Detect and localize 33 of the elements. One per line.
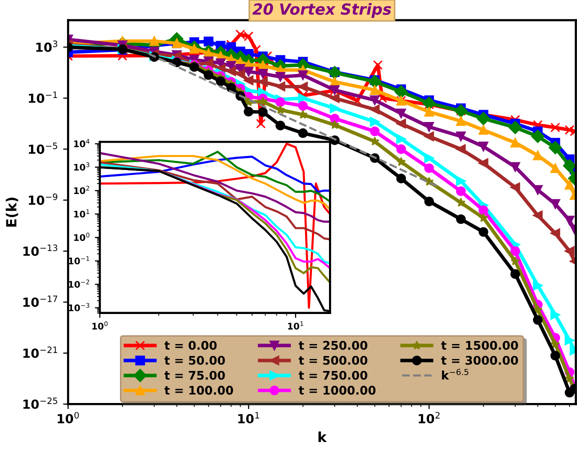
y-tick-label: 10$^{−21}$ (23, 346, 58, 358)
legend-label: t = 3000.00 (441, 356, 518, 365)
y-tick-label: 10$^{−1}$ (28, 92, 58, 103)
y-tick-label: 10$^{−2}$ (68, 280, 90, 288)
y-tick-label: 10$^{−25}$ (23, 397, 58, 409)
legend-label: t = 1000.00 (298, 386, 376, 395)
legend-label: t = 100.00 (164, 386, 234, 395)
y-tick-label: 10$^{−3}$ (68, 302, 90, 312)
y-tick-label: 10$^{3}$ (74, 162, 90, 171)
chart-title: 20 Vortex Strips (252, 3, 392, 18)
y-tick-label: 10$^{4}$ (74, 139, 90, 148)
legend-label: t = 1500.00 (441, 340, 518, 350)
y-tick-label: 10$^{−1}$ (68, 256, 90, 264)
x-tick-label: 10$^{0}$ (58, 412, 79, 424)
legend-label: t = 500.00 (298, 356, 368, 365)
y-tick-label: 10$^{2}$ (74, 186, 90, 194)
legend-label: t = 250.00 (298, 340, 368, 350)
legend-label: t = 50.00 (164, 356, 225, 365)
y-tick-label: 10$^{−17}$ (23, 296, 58, 307)
y-tick-label: 10$^{−13}$ (23, 244, 58, 256)
legend-label: t = 0.00 (164, 340, 217, 350)
legend-label: k$^{−6.5}$ (442, 368, 468, 380)
legend-label: t = 750.00 (298, 370, 368, 380)
x-tick-label: 10$^{2}$ (418, 412, 440, 424)
y-tick-label: 10$^{1}$ (74, 209, 90, 218)
x-tick-label: 10$^{1}$ (238, 412, 260, 424)
legend-label: t = 75.00 (164, 370, 225, 380)
y-tick-label: 10$^{0}$ (74, 232, 90, 241)
x-axis-title: k (318, 431, 327, 442)
y-tick-label: 10$^{−5}$ (28, 142, 58, 154)
y-tick-label: 10$^{3}$ (36, 40, 58, 52)
y-tick-label: 10$^{−9}$ (28, 194, 58, 205)
y-axis-title: E(k) (6, 198, 18, 227)
